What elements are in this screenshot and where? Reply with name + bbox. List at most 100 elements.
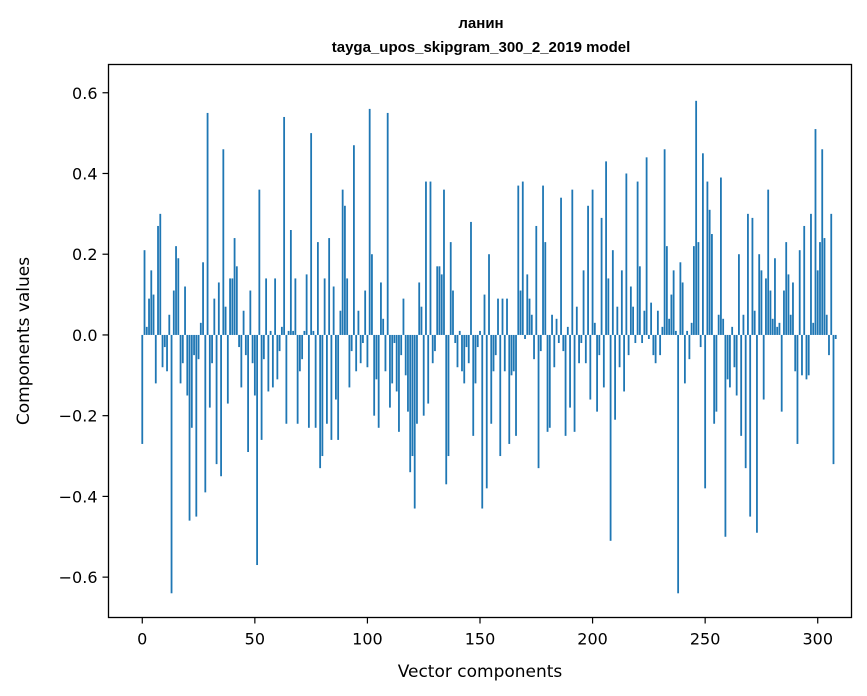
x-axis-ticks: 0 50 100 150 200 250 300 <box>137 617 833 649</box>
bar-6 <box>154 334 157 384</box>
bar-251 <box>706 181 709 335</box>
bar-303 <box>823 238 826 335</box>
bar-71 <box>301 334 304 360</box>
bar-96 <box>357 310 360 335</box>
bar-172 <box>528 298 531 335</box>
bar-256 <box>717 314 720 335</box>
bar-38 <box>226 334 229 404</box>
y-axis-ticks: 0.6 0.4 0.2 0.0 −0.2 −0.4 −0.6 <box>59 84 109 587</box>
bar-239 <box>679 262 682 335</box>
bar-105 <box>377 334 380 428</box>
bar-166 <box>515 334 517 436</box>
bar-134 <box>443 189 445 335</box>
bar-145 <box>467 334 470 364</box>
bar-110 <box>389 334 391 408</box>
bar-78 <box>316 242 319 335</box>
bar-301 <box>819 242 821 335</box>
bar-174 <box>533 334 535 360</box>
bar-275 <box>760 270 763 335</box>
bar-267 <box>742 314 745 335</box>
bar-277 <box>765 278 767 335</box>
bar-257 <box>720 177 722 335</box>
bar-250 <box>704 334 707 489</box>
x-tick-label: 300 <box>802 630 833 649</box>
bar-41 <box>233 238 236 335</box>
bar-198 <box>587 205 589 335</box>
bar-202 <box>596 334 598 412</box>
bar-35 <box>220 334 222 477</box>
bar-70 <box>298 334 301 372</box>
bar-66 <box>289 230 292 335</box>
bar-100 <box>366 334 369 368</box>
bar-253 <box>711 234 713 335</box>
bar-295 <box>805 334 808 380</box>
bar-12 <box>168 314 171 335</box>
bar-276 <box>762 334 765 400</box>
bar-254 <box>713 334 716 424</box>
bar-17 <box>179 334 182 384</box>
bar-291 <box>796 334 799 444</box>
bar-162 <box>506 298 508 335</box>
bar-45 <box>242 310 245 335</box>
bar-138 <box>452 290 454 335</box>
bar-258 <box>722 318 725 335</box>
bar-23 <box>193 334 195 356</box>
bar-87 <box>337 334 340 440</box>
bar-28 <box>204 334 207 493</box>
bar-116 <box>402 298 405 335</box>
bar-203 <box>598 334 601 356</box>
bar-210 <box>614 334 616 420</box>
bar-300 <box>816 270 819 335</box>
bar-307 <box>832 334 835 465</box>
y-axis-label: Components values <box>14 257 34 425</box>
bar-260 <box>726 334 729 380</box>
bar-242 <box>686 330 689 335</box>
bar-118 <box>407 334 409 412</box>
bar-127 <box>427 334 430 404</box>
bar-56 <box>267 334 270 392</box>
bar-5 <box>152 294 155 335</box>
chart-title: ланин <box>458 15 503 32</box>
bar-25 <box>197 334 200 360</box>
bar-189 <box>566 326 569 335</box>
bar-59 <box>274 278 277 335</box>
bar-168 <box>519 290 522 335</box>
bar-81 <box>323 278 326 335</box>
bar-283 <box>778 322 781 335</box>
bar-294 <box>803 225 806 335</box>
bar-79 <box>319 334 322 469</box>
bar-249 <box>702 153 704 335</box>
bar-119 <box>409 334 412 473</box>
bar-271 <box>751 217 754 335</box>
bar-192 <box>573 334 576 432</box>
bar-1 <box>143 250 146 335</box>
bar-125 <box>422 334 425 416</box>
bar-268 <box>744 334 747 469</box>
bar-261 <box>729 334 731 388</box>
bar-272 <box>753 310 756 335</box>
bar-218 <box>632 306 634 335</box>
bar-137 <box>449 242 452 335</box>
bar-69 <box>296 334 299 424</box>
bar-236 <box>672 270 675 335</box>
y-tick-label: −0.4 <box>59 487 98 506</box>
bar-233 <box>665 246 668 335</box>
bar-10 <box>163 334 166 348</box>
bar-224 <box>645 157 648 335</box>
bar-293 <box>801 334 803 376</box>
bar-11 <box>166 334 168 372</box>
bar-299 <box>814 129 817 335</box>
bar-177 <box>539 334 542 352</box>
bar-123 <box>418 282 421 335</box>
bar-65 <box>287 330 290 335</box>
bar-26 <box>199 322 202 335</box>
bar-230 <box>659 334 662 356</box>
bar-159 <box>499 334 502 457</box>
bar-259 <box>724 334 727 537</box>
bar-13 <box>170 334 173 594</box>
bar-126 <box>425 181 427 335</box>
bar-98 <box>362 334 364 344</box>
bar-129 <box>431 334 434 364</box>
bar-51 <box>256 334 258 566</box>
bar-288 <box>789 314 792 335</box>
